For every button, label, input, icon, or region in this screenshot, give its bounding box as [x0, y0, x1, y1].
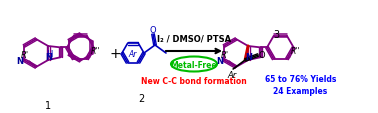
Text: O: O	[259, 50, 265, 59]
Text: R': R'	[21, 51, 29, 59]
Text: R'': R''	[291, 47, 301, 55]
Text: N: N	[216, 56, 223, 65]
Text: 3: 3	[274, 30, 280, 40]
Text: H: H	[46, 49, 52, 58]
Text: Metal-Free: Metal-Free	[171, 60, 217, 69]
Text: Ar: Ar	[129, 49, 137, 58]
Text: +: +	[109, 47, 121, 60]
Text: 2: 2	[138, 93, 144, 103]
Text: I₂ / DMSO/ PTSA: I₂ / DMSO/ PTSA	[157, 34, 231, 43]
Text: 24 Examples: 24 Examples	[273, 87, 327, 96]
Text: 1: 1	[45, 100, 51, 110]
Text: N: N	[16, 56, 23, 65]
Text: 65 to 76% Yields: 65 to 76% Yields	[265, 74, 336, 83]
Text: R'': R''	[91, 47, 101, 55]
Text: N: N	[46, 52, 53, 61]
Text: N: N	[246, 52, 253, 61]
Text: Ar: Ar	[228, 71, 237, 80]
Text: R': R'	[221, 51, 229, 59]
Text: O: O	[150, 25, 156, 34]
Text: New C-C bond formation: New C-C bond formation	[141, 77, 247, 86]
